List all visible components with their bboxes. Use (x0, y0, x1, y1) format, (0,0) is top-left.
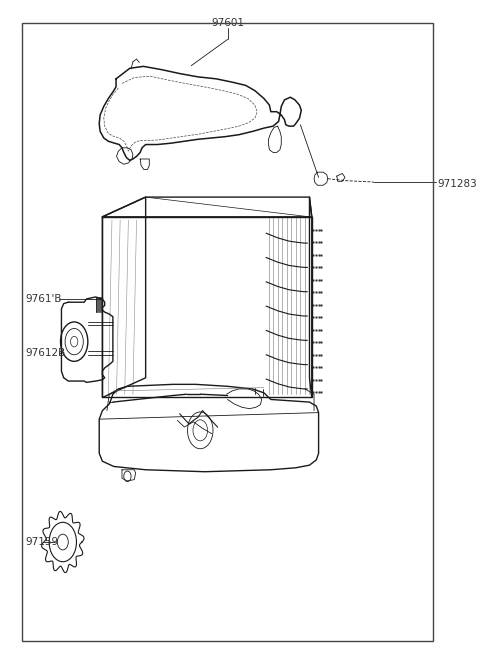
Text: 97159: 97159 (25, 537, 58, 547)
Text: 97612B: 97612B (25, 348, 65, 359)
Text: 97601: 97601 (211, 18, 244, 28)
Text: 9761'B: 9761'B (25, 294, 61, 304)
Text: 971283: 971283 (437, 179, 477, 189)
